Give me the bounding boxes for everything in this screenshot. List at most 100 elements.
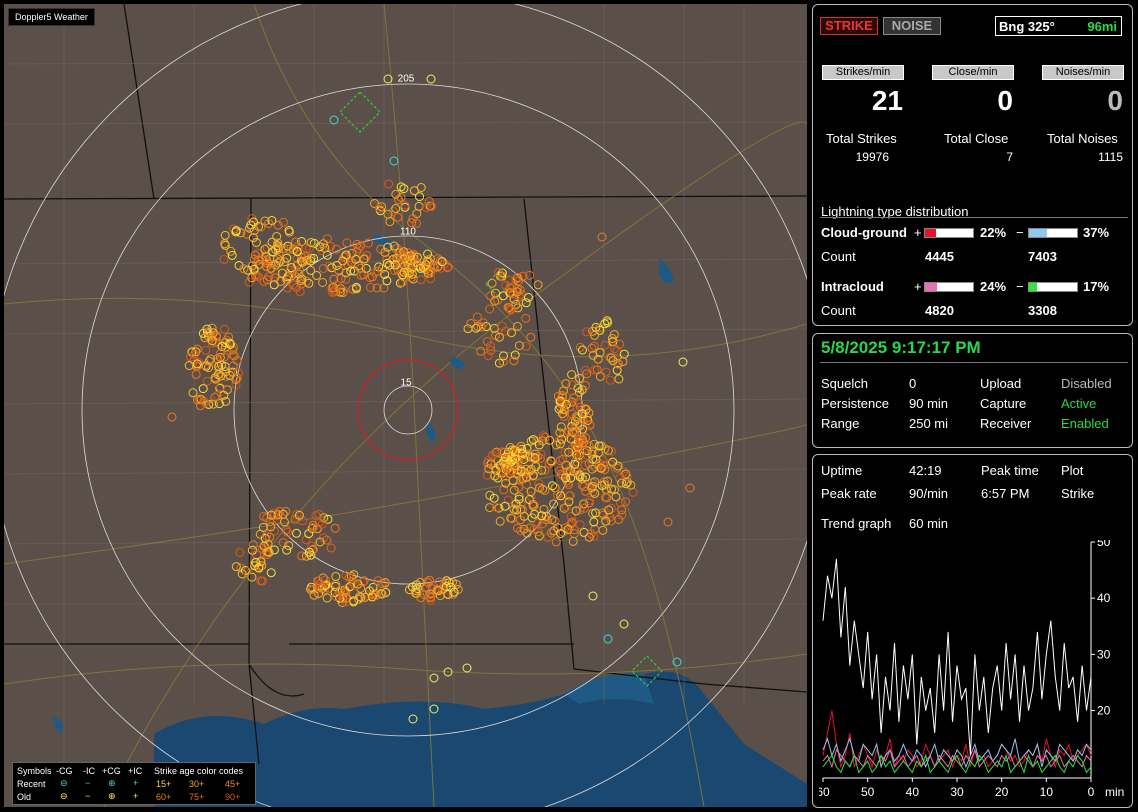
strike-marker: [490, 449, 500, 458]
strike-marker: [497, 268, 507, 278]
trend-graph: 50 40 30 20 60 50 40 30 20 10 0 min: [819, 540, 1124, 799]
strike-marker: [225, 339, 235, 349]
x-tick-label: 60: [819, 785, 830, 799]
strike-marker: [317, 246, 327, 255]
strike-marker: [543, 532, 553, 542]
strike-marker: [556, 422, 566, 432]
strike-marker: [556, 396, 565, 406]
strike-marker: [302, 276, 312, 286]
total-close-value: 7: [1006, 150, 1013, 164]
strike-marker: [618, 357, 628, 367]
strike-marker: [531, 461, 541, 471]
strike-marker: [291, 237, 300, 247]
strikes-per-min-button[interactable]: Strikes/min: [822, 65, 904, 80]
strike-marker: [349, 596, 359, 606]
squelch-label: Squelch: [821, 376, 868, 391]
strike-marker: [533, 280, 543, 290]
legend-header-pos-cg: +CG: [102, 766, 121, 776]
plot-value[interactable]: Strike: [1061, 486, 1095, 501]
strike-marker: [371, 590, 381, 600]
strike-marker: [377, 202, 387, 212]
strike-marker: [186, 352, 196, 362]
strike-button[interactable]: STRIKE: [820, 17, 878, 35]
strike-marker: [284, 244, 294, 254]
strike-marker: [491, 288, 500, 298]
strike-marker: [298, 257, 307, 267]
strike-marker: [383, 242, 393, 252]
strike-marker: [606, 459, 616, 469]
strike-marker: [578, 424, 588, 434]
strike-marker: [350, 580, 360, 590]
strike-marker: [329, 115, 339, 125]
strike-marker: [607, 334, 617, 343]
strike-marker: [582, 369, 592, 379]
strike-marker: [533, 452, 543, 462]
strike-marker: [590, 330, 599, 340]
strike-marker: [253, 255, 263, 265]
strike-marker: [385, 260, 394, 270]
legend-old-pos-cg: ⊕: [108, 791, 116, 801]
strike-marker: [354, 594, 364, 604]
strike-marker: [198, 384, 208, 394]
strike-marker: [239, 264, 249, 274]
strike-marker: [575, 470, 585, 480]
strike-marker: [249, 217, 258, 227]
strike-marker: [167, 412, 177, 422]
strike-marker: [327, 283, 337, 293]
strike-marker: [327, 287, 337, 297]
cg-neg-bar: [1028, 228, 1078, 238]
strike-marker: [318, 239, 328, 249]
strike-marker: [575, 437, 584, 447]
strike-marker: [202, 324, 212, 334]
strike-marker: [229, 224, 238, 234]
noises-per-min-button[interactable]: Noises/min: [1042, 65, 1124, 80]
strike-marker: [380, 247, 390, 257]
strike-marker: [249, 226, 259, 235]
legend-old-label: Old: [17, 792, 32, 802]
strike-marker: [318, 278, 328, 287]
strike-marker: [516, 526, 526, 536]
strike-marker: [426, 274, 436, 284]
strike-marker: [564, 447, 574, 457]
strike-marker: [380, 269, 390, 279]
station-markers: [339, 91, 663, 687]
legend-old-pos-ic: +: [133, 791, 139, 801]
strike-marker: [390, 260, 400, 270]
x-tick-label: 0: [1088, 785, 1095, 799]
strike-marker: [583, 416, 593, 425]
strike-marker: [425, 575, 434, 585]
strike-marker: [400, 200, 410, 210]
strike-marker: [501, 280, 511, 290]
strike-marker: [678, 357, 688, 367]
strike-marker: [524, 449, 534, 459]
strike-marker: [416, 275, 426, 285]
strike-marker: [423, 249, 433, 259]
trend-graph-value[interactable]: 60 min: [909, 516, 949, 531]
strike-marker: [356, 241, 366, 250]
radar-map[interactable]: Doppler5 Weather 205 110 15 Symbols -CG …: [4, 4, 807, 807]
strike-marker: [188, 388, 198, 398]
strike-marker: [228, 367, 238, 377]
strike-marker: [605, 375, 615, 385]
strike-marker: [407, 269, 417, 279]
strike-marker: [514, 482, 524, 492]
strike-marker: [248, 233, 258, 243]
receiver-value: Enabled: [1061, 416, 1109, 431]
strike-marker: [497, 461, 507, 471]
strike-marker: [578, 439, 588, 449]
strike-marker: [596, 463, 606, 473]
strike-marker: [685, 483, 695, 493]
strike-marker: [334, 265, 344, 275]
strike-marker: [558, 409, 568, 419]
legend-age-60: 60+: [156, 792, 172, 802]
close-per-min-button[interactable]: Close/min: [932, 65, 1014, 80]
uptime-value: 42:19: [909, 463, 942, 478]
noise-button[interactable]: NOISE: [883, 17, 941, 35]
legend-age-75: 75+: [189, 792, 205, 802]
strike-marker: [193, 358, 203, 367]
strike-marker: [254, 272, 264, 282]
strike-marker: [597, 232, 607, 242]
range-label: Range: [821, 416, 860, 431]
strike-marker: [585, 420, 595, 430]
strike-marker: [561, 379, 571, 389]
